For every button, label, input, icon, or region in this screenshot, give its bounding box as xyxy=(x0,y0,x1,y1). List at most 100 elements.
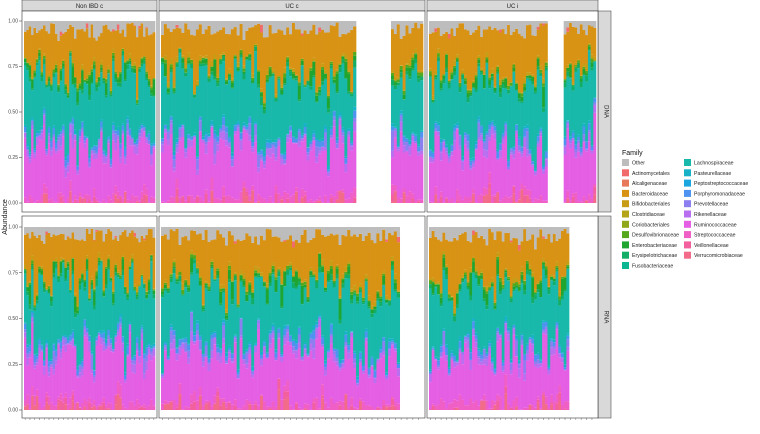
bar-segment xyxy=(335,273,339,279)
bar-segment xyxy=(393,128,398,131)
bar-segment xyxy=(143,131,146,132)
bar-segment xyxy=(268,406,272,409)
bar-segment xyxy=(239,132,243,140)
bar-segment xyxy=(216,268,220,271)
bar-segment xyxy=(472,167,476,189)
bar-segment xyxy=(574,67,578,72)
bar-segment xyxy=(338,323,342,360)
bar-segment xyxy=(50,198,53,203)
bar-segment xyxy=(525,77,529,79)
bar-segment xyxy=(121,48,125,49)
bar-segment xyxy=(181,409,185,410)
bar-segment xyxy=(45,347,49,349)
bar-segment xyxy=(102,402,106,410)
bar-segment xyxy=(455,21,459,28)
bar-segment xyxy=(464,232,468,270)
bar-segment xyxy=(28,343,32,346)
y-tick-label: 0.00 xyxy=(8,408,18,414)
bar-segment xyxy=(107,335,111,339)
bar-segment xyxy=(35,21,39,33)
bar-segment xyxy=(131,358,134,361)
bar-segment xyxy=(512,146,516,148)
bar-segment xyxy=(265,70,270,75)
bar-segment xyxy=(294,240,299,269)
bar-segment xyxy=(286,265,290,269)
bar-segment xyxy=(239,240,243,271)
bar-segment xyxy=(119,317,122,323)
bar-segment xyxy=(90,403,94,408)
bar-segment xyxy=(539,65,543,70)
bar-segment xyxy=(453,361,457,363)
bar-segment xyxy=(76,166,80,170)
bar-segment xyxy=(222,186,226,197)
bar-segment xyxy=(100,119,103,122)
bar-segment xyxy=(62,259,65,261)
bar-segment xyxy=(274,357,278,361)
bar-segment xyxy=(145,227,149,235)
bar-segment xyxy=(97,404,101,407)
bar-segment xyxy=(512,71,516,147)
bar-segment xyxy=(482,289,486,299)
bar-segment xyxy=(464,336,468,340)
bar-segment xyxy=(437,57,441,62)
bar-segment xyxy=(356,386,360,409)
bar-segment xyxy=(102,296,106,297)
bar-segment xyxy=(507,24,511,81)
bar-segment xyxy=(59,131,63,135)
bar-segment xyxy=(306,299,310,302)
bar-segment xyxy=(104,268,108,285)
bar-segment xyxy=(390,150,395,158)
bar-segment xyxy=(321,69,325,82)
bar-segment xyxy=(289,131,293,139)
bar-segment xyxy=(531,164,535,165)
bar-segment xyxy=(184,342,188,352)
bar-segment xyxy=(147,294,151,343)
bar-segment xyxy=(50,85,53,87)
bar-segment xyxy=(332,403,336,410)
bar-segment xyxy=(485,227,489,246)
bar-segment xyxy=(216,278,220,345)
bar-segment xyxy=(150,257,153,262)
bar-segment xyxy=(248,200,252,203)
bar-segment xyxy=(417,28,421,71)
bar-segment xyxy=(353,234,357,286)
bar-segment xyxy=(504,78,508,88)
bar-segment xyxy=(24,322,27,324)
bar-segment xyxy=(582,75,586,124)
bar-segment xyxy=(450,353,454,357)
bar-segment xyxy=(437,122,441,126)
bar-segment xyxy=(414,54,418,59)
bar-segment xyxy=(257,154,261,168)
bar-segment xyxy=(135,227,139,239)
bar-segment xyxy=(442,227,446,233)
bar-segment xyxy=(45,289,49,291)
bar-segment xyxy=(458,82,462,87)
bar-segment xyxy=(38,227,41,235)
bar-segment xyxy=(210,358,214,406)
bar-segment xyxy=(175,138,179,143)
bar-segment xyxy=(414,143,418,144)
bar-segment xyxy=(329,65,334,69)
bar-segment xyxy=(175,281,179,285)
bar-segment xyxy=(477,405,481,410)
bar-segment xyxy=(216,31,220,75)
bar-segment xyxy=(376,291,380,294)
bar-segment xyxy=(43,287,46,293)
bar-segment xyxy=(62,336,65,338)
bar-segment xyxy=(245,133,249,189)
bar-segment xyxy=(507,89,511,90)
bar-segment xyxy=(204,356,208,401)
bar-segment xyxy=(382,399,386,406)
bar-segment xyxy=(119,82,122,87)
bar-segment xyxy=(402,35,406,88)
bar-segment xyxy=(396,82,401,86)
bar-segment xyxy=(133,144,137,146)
bar-segment xyxy=(24,31,27,56)
bar-segment xyxy=(447,369,451,374)
bar-segment xyxy=(312,330,316,340)
bar-segment xyxy=(126,23,130,60)
bar-segment xyxy=(370,357,374,366)
bar-segment xyxy=(587,50,591,121)
bar-segment xyxy=(309,275,313,278)
bar-segment xyxy=(198,62,203,64)
